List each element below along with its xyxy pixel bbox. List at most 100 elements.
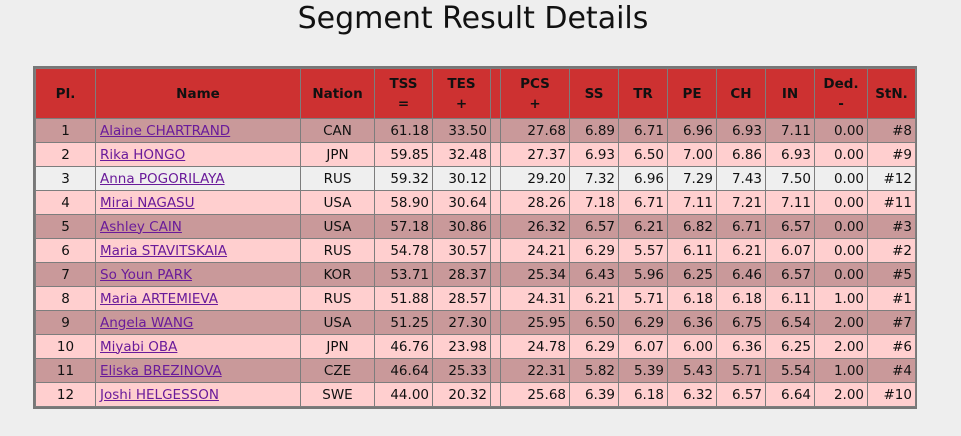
tes-cell: 30.12 (432, 166, 491, 191)
ch-cell: 6.46 (716, 262, 766, 287)
skater-name-link[interactable]: Miyabi OBA (100, 338, 178, 355)
stn-cell: #10 (867, 382, 916, 407)
pcs-cell: 25.68 (500, 382, 570, 407)
name-cell: Alaine CHARTRAND (95, 118, 301, 143)
pcs-cell: 28.26 (500, 190, 570, 215)
col-header-tr: TR (618, 68, 668, 119)
skater-name-link[interactable]: Anna POGORILAYA (100, 170, 225, 187)
skater-name-link[interactable]: Maria STAVITSKAIA (100, 242, 228, 259)
table-row: 3 Anna POGORILAYA RUS 59.32 30.12 29.20 7.32 6.… (35, 166, 916, 191)
spacer-cell (490, 166, 501, 191)
ch-cell: 6.71 (716, 214, 766, 239)
pcs-cell: 26.32 (500, 214, 570, 239)
ded-cell: 0.00 (814, 166, 868, 191)
in-cell: 6.64 (765, 382, 815, 407)
tes-cell: 28.37 (432, 262, 491, 287)
nation-cell: CAN (300, 118, 375, 143)
ss-cell: 7.32 (569, 166, 619, 191)
table-row: 10 Miyabi OBA JPN 46.76 23.98 24.78 6.29 6.07 6.… (35, 334, 916, 359)
results-table-body: 1 Alaine CHARTRAND CAN 61.18 33.50 27.68 6.89 6… (35, 118, 916, 407)
col-header-pcs: PCS + (500, 68, 570, 119)
col-header-in: IN (765, 68, 815, 119)
skater-name-link[interactable]: Joshi HELGESSON (100, 386, 219, 403)
place-cell: 1 (35, 118, 96, 143)
skater-name-link[interactable]: Maria ARTEMIEVA (100, 290, 218, 307)
nation-cell: USA (300, 214, 375, 239)
skater-name-link[interactable]: Mirai NAGASU (100, 194, 195, 211)
name-cell: So Youn PARK (95, 262, 301, 287)
skater-name-link[interactable]: Rika HONGO (100, 146, 186, 163)
col-header-name: Name (95, 68, 301, 119)
skater-name-link[interactable]: Angela WANG (100, 314, 194, 331)
skater-name-link[interactable]: Eliska BREZINOVA (100, 362, 222, 379)
ss-cell: 6.93 (569, 142, 619, 167)
tss-cell: 61.18 (374, 118, 433, 143)
place-cell: 6 (35, 238, 96, 263)
place-cell: 10 (35, 334, 96, 359)
tr-cell: 6.07 (618, 334, 668, 359)
name-cell: Maria ARTEMIEVA (95, 286, 301, 311)
col-header-place: Pl. (35, 68, 96, 119)
tss-cell: 46.76 (374, 334, 433, 359)
pe-cell: 6.82 (667, 214, 717, 239)
pe-cell: 6.36 (667, 310, 717, 335)
spacer-cell (490, 262, 501, 287)
in-cell: 6.54 (765, 310, 815, 335)
ch-cell: 6.86 (716, 142, 766, 167)
table-row: 5 Ashley CAIN USA 57.18 30.86 26.32 6.57 6.21 6.… (35, 214, 916, 239)
pe-cell: 6.11 (667, 238, 717, 263)
tss-cell: 58.90 (374, 190, 433, 215)
spacer-cell (490, 358, 501, 383)
in-cell: 6.25 (765, 334, 815, 359)
name-cell: Mirai NAGASU (95, 190, 301, 215)
pe-cell: 6.96 (667, 118, 717, 143)
place-cell: 8 (35, 286, 96, 311)
pe-cell: 6.25 (667, 262, 717, 287)
pcs-cell: 27.37 (500, 142, 570, 167)
skater-name-link[interactable]: Ashley CAIN (100, 218, 182, 235)
place-cell: 9 (35, 310, 96, 335)
ch-cell: 6.57 (716, 382, 766, 407)
stn-cell: #11 (867, 190, 916, 215)
in-cell: 6.93 (765, 142, 815, 167)
name-cell: Maria STAVITSKAIA (95, 238, 301, 263)
tr-cell: 5.71 (618, 286, 668, 311)
place-cell: 12 (35, 382, 96, 407)
stn-cell: #7 (867, 310, 916, 335)
place-cell: 2 (35, 142, 96, 167)
skater-name-link[interactable]: So Youn PARK (100, 266, 192, 283)
table-row: 7 So Youn PARK KOR 53.71 28.37 25.34 6.43 5.96 6… (35, 262, 916, 287)
stn-cell: #4 (867, 358, 916, 383)
pcs-cell: 27.68 (500, 118, 570, 143)
ded-cell: 0.00 (814, 214, 868, 239)
tss-cell: 57.18 (374, 214, 433, 239)
in-cell: 7.50 (765, 166, 815, 191)
skater-name-link[interactable]: Alaine CHARTRAND (100, 122, 231, 139)
table-row: 1 Alaine CHARTRAND CAN 61.18 33.50 27.68 6.89 6… (35, 118, 916, 143)
ded-cell: 0.00 (814, 190, 868, 215)
name-cell: Miyabi OBA (95, 334, 301, 359)
ch-cell: 7.21 (716, 190, 766, 215)
place-cell: 4 (35, 190, 96, 215)
spacer-cell (490, 118, 501, 143)
table-header-row: Pl. Name Nation TSS = TES + PCS + SS TR PE … (35, 68, 916, 119)
ded-cell: 1.00 (814, 358, 868, 383)
tr-cell: 5.57 (618, 238, 668, 263)
pcs-cell: 25.34 (500, 262, 570, 287)
tes-cell: 28.57 (432, 286, 491, 311)
tr-cell: 5.39 (618, 358, 668, 383)
place-cell: 3 (35, 166, 96, 191)
ded-cell: 0.00 (814, 142, 868, 167)
stn-cell: #9 (867, 142, 916, 167)
ded-cell: 2.00 (814, 310, 868, 335)
spacer-cell (490, 190, 501, 215)
tr-cell: 6.50 (618, 142, 668, 167)
table-row: 12 Joshi HELGESSON SWE 44.00 20.32 25.68 6.39 6… (35, 382, 916, 407)
pe-cell: 7.29 (667, 166, 717, 191)
ch-cell: 6.93 (716, 118, 766, 143)
tes-cell: 30.86 (432, 214, 491, 239)
ss-cell: 6.21 (569, 286, 619, 311)
table-row: 8 Maria ARTEMIEVA RUS 51.88 28.57 24.31 6.21 5.… (35, 286, 916, 311)
tes-cell: 32.48 (432, 142, 491, 167)
nation-cell: RUS (300, 238, 375, 263)
